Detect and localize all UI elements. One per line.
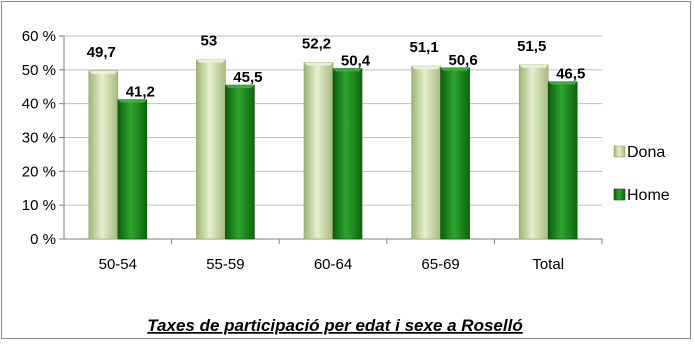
data-label: 50,4 bbox=[341, 52, 371, 69]
x-tick-label: 65-69 bbox=[421, 256, 459, 273]
chart-frame: 0 % 10 % 20 % 30 % 40 % 50 % 60 % 50-54 49,7 41,2… bbox=[1, 1, 691, 339]
bar-dona bbox=[88, 70, 119, 240]
data-label: 50,6 bbox=[448, 52, 477, 69]
data-label: 45,5 bbox=[233, 69, 262, 86]
bar-top-bevel bbox=[304, 62, 333, 66]
x-tick-label: 55-59 bbox=[206, 256, 244, 273]
legend-swatch-dona bbox=[613, 145, 626, 158]
bar-dona bbox=[196, 59, 226, 240]
bar-home bbox=[440, 67, 470, 240]
legend: Dona Home bbox=[613, 144, 670, 204]
y-tick-label: 30 % bbox=[22, 130, 56, 147]
bar-dona bbox=[303, 62, 334, 240]
x-tick-label: 60-64 bbox=[314, 256, 352, 273]
data-label: 41,2 bbox=[126, 84, 155, 101]
data-label: 52,2 bbox=[302, 35, 331, 52]
y-tick-label: 50 % bbox=[22, 62, 56, 79]
bar-home bbox=[225, 84, 255, 240]
data-label: 49,7 bbox=[87, 44, 116, 61]
bar-top-bevel bbox=[88, 70, 118, 74]
bar-home bbox=[332, 68, 363, 240]
bar-top-bevel bbox=[117, 99, 147, 103]
y-tick-label: 10 % bbox=[22, 197, 56, 214]
y-tick-label: 20 % bbox=[22, 163, 56, 180]
bar-home bbox=[117, 99, 148, 240]
bar-top-bevel bbox=[196, 59, 226, 63]
x-tick-label: 50-54 bbox=[99, 256, 137, 273]
y-tick-label: 40 % bbox=[22, 96, 56, 113]
legend-label-home: Home bbox=[627, 187, 670, 204]
bar-top-bevel bbox=[519, 64, 549, 68]
bar-chart: 0 % 10 % 20 % 30 % 40 % 50 % 60 % 50-54 49,7 41,2… bbox=[22, 28, 670, 335]
chart-title: Taxes de participació per edat i sexe a … bbox=[147, 316, 522, 335]
bar-dona bbox=[518, 64, 549, 240]
data-label: 51,5 bbox=[517, 38, 546, 55]
x-tick-label: Total bbox=[532, 256, 564, 273]
plot-area: 0 % 10 % 20 % 30 % 40 % 50 % 60 % 50-54 49,7 41,2… bbox=[22, 28, 603, 273]
bar-top-bevel bbox=[548, 81, 578, 85]
bar-home bbox=[547, 81, 578, 240]
bar-top-bevel bbox=[440, 67, 470, 71]
legend-label-dona: Dona bbox=[627, 144, 665, 161]
bar-top-bevel bbox=[225, 85, 255, 89]
bar-top-bevel bbox=[411, 66, 441, 70]
bar-dona bbox=[411, 65, 441, 240]
legend-swatch-home bbox=[613, 188, 626, 201]
data-label: 53 bbox=[201, 33, 218, 50]
data-label: 51,1 bbox=[409, 39, 438, 56]
bar-top-bevel bbox=[333, 68, 362, 72]
y-tick-label: 0 % bbox=[30, 231, 56, 248]
data-label: 46,5 bbox=[556, 66, 585, 83]
y-tick-label: 60 % bbox=[22, 28, 56, 45]
